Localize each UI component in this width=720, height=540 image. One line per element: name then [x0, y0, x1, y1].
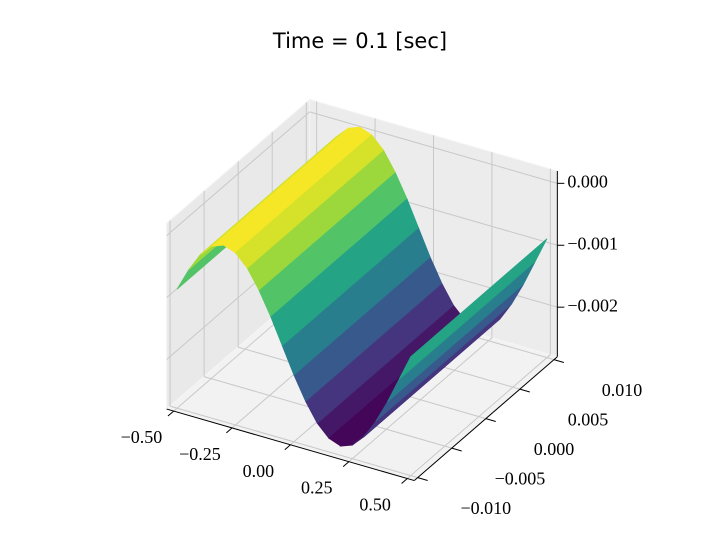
surface-strip [398, 238, 548, 380]
x-tick-label: 0.25 [301, 478, 333, 498]
x-tick-label: −0.25 [179, 444, 221, 464]
y-tick-label: 0.010 [602, 380, 643, 400]
y-tick [553, 359, 564, 363]
y-axis [414, 356, 558, 481]
y-tick-label: 0.005 [568, 409, 609, 429]
grid-line [169, 405, 418, 479]
x-tick-label: 0.50 [359, 495, 391, 515]
grid-line [166, 111, 310, 237]
x-tick-label: −0.50 [121, 427, 163, 447]
x-tick [401, 478, 408, 484]
y-tick-label: −0.010 [461, 498, 512, 518]
y-tick-label: 0.000 [534, 439, 575, 459]
y-tick [519, 388, 530, 393]
z-tick-label: −0.002 [567, 295, 618, 315]
x-tick [167, 410, 174, 417]
x-tick-label: 0.00 [243, 461, 275, 481]
surface-strip [234, 134, 384, 269]
x-tick [284, 444, 291, 451]
y-tick [485, 418, 496, 422]
x-tick [342, 461, 350, 467]
grid-line [309, 111, 558, 184]
y-tick [451, 447, 462, 452]
z-tick-label: 0.000 [567, 171, 608, 191]
y-tick [417, 477, 428, 481]
chart-title: Time = 0.1 [sec] [272, 29, 447, 53]
z-tick-label: −0.001 [567, 233, 618, 253]
x-axis [166, 408, 415, 482]
x-tick [226, 427, 233, 434]
y-tick-label: −0.005 [495, 468, 546, 488]
